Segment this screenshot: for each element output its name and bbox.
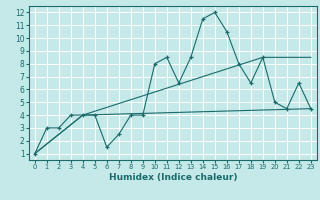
X-axis label: Humidex (Indice chaleur): Humidex (Indice chaleur) xyxy=(108,173,237,182)
